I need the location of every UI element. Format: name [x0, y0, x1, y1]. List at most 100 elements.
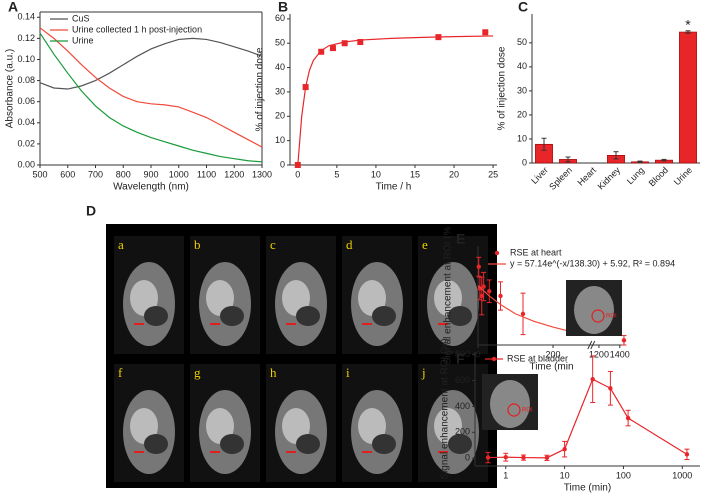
y-tick-label: 0 — [280, 159, 285, 169]
annotation: * — [685, 17, 691, 33]
x-tick-label: 500 — [32, 169, 47, 179]
mri-organ — [220, 434, 244, 454]
legend-label: RSE at heart — [510, 247, 562, 257]
x-axis-label: Time (min — [529, 362, 573, 373]
legend-swatch — [494, 250, 500, 256]
legend-label: RSE at bladder — [507, 353, 568, 363]
x-tick-label: 1000 — [672, 470, 692, 480]
point — [544, 455, 550, 461]
y-axis-label: Signal enhancement at ROI (% — [443, 226, 454, 364]
y-tick-label: 30 — [517, 85, 527, 95]
panel-letter: E — [456, 231, 465, 247]
x-tick-label: 700 — [88, 169, 103, 179]
y-tick-label: 0.10 — [17, 54, 35, 64]
frame-label: h — [270, 365, 277, 380]
point — [521, 455, 526, 460]
y-axis-label: Absorbance (a.u.) — [5, 49, 16, 129]
frame-label: j — [421, 365, 426, 380]
y-tick-label: 40 — [517, 61, 527, 71]
point — [684, 452, 690, 457]
x-tick-label: 1300 — [252, 169, 272, 179]
inset-body — [490, 380, 530, 428]
panel-letter: D — [86, 203, 96, 219]
frame-label: b — [194, 237, 201, 252]
y-tick-label: 10 — [517, 133, 527, 143]
y-tick-label: 0 — [522, 157, 527, 167]
x-tick-label: 1200 — [224, 169, 244, 179]
roi-label: ROI — [606, 314, 617, 320]
mri-organ — [296, 434, 320, 454]
frame-label: d — [346, 237, 353, 252]
x-tick-label: 800 — [116, 169, 131, 179]
point — [341, 40, 348, 47]
y-tick-label: 200 — [455, 427, 470, 437]
y-tick-label: 0.06 — [17, 96, 35, 106]
point — [608, 386, 613, 391]
x-tick-label: 1100 — [197, 169, 216, 179]
x-tick-label: 900 — [143, 169, 158, 179]
y-tick-label: 60 — [275, 13, 285, 23]
frame-label: i — [346, 365, 350, 380]
y-tick-label: 0.00 — [17, 159, 35, 169]
x-tick-label: 0 — [295, 169, 300, 179]
y-tick-label: 400 — [455, 401, 470, 411]
mri-organ — [144, 434, 168, 454]
mri-organ — [372, 306, 396, 326]
point — [357, 39, 364, 46]
x-tick-label: 600 — [60, 169, 75, 179]
x-tick-label: 0 — [475, 349, 480, 359]
x-tick-label: Kidney — [596, 165, 623, 192]
x-tick-label: 25 — [488, 169, 498, 179]
y-tick-label: 20 — [275, 111, 285, 121]
point — [481, 284, 486, 289]
y-tick-label: 0.08 — [17, 75, 35, 85]
point — [479, 293, 484, 299]
point — [625, 415, 631, 421]
y-tick-label: 0.04 — [17, 117, 35, 127]
x-tick-label: 1 — [503, 470, 508, 480]
point — [476, 264, 481, 269]
x-tick-label: 15 — [410, 169, 420, 179]
roi-circle — [507, 403, 521, 417]
mri-organ — [448, 306, 472, 326]
y-tick-label: 40 — [275, 62, 285, 72]
y-tick-label: 50 — [517, 37, 527, 47]
point — [485, 455, 491, 460]
point — [329, 45, 336, 52]
panel-letter: F — [456, 351, 465, 367]
mri-organ — [372, 434, 396, 454]
point — [318, 48, 325, 55]
y-tick-label: 20 — [517, 109, 527, 119]
x-tick-label: 1400 — [610, 349, 630, 359]
x-tick-label: Urine — [672, 165, 694, 187]
mri-organ — [220, 306, 244, 326]
x-tick-label: 200 — [546, 349, 561, 359]
y-axis-label: % of injection dose — [255, 47, 266, 131]
point — [487, 289, 492, 294]
frame-label: c — [270, 237, 276, 252]
series-line — [39, 32, 263, 163]
x-axis-label: Time / h — [376, 182, 412, 193]
y-tick-label: 30 — [275, 86, 285, 96]
y-tick-label: 0.12 — [17, 33, 35, 43]
y-tick-label: 0.14 — [17, 12, 35, 22]
point — [590, 377, 595, 382]
legend-label: Urine collected 1 h post-injection — [72, 24, 202, 34]
y-tick-label: 0 — [465, 453, 470, 463]
point — [562, 446, 567, 452]
x-tick-label: 10 — [371, 169, 381, 179]
inset-body — [574, 286, 614, 334]
x-tick-label: 10 — [560, 470, 570, 480]
x-tick-label: Lung — [625, 165, 646, 186]
bar — [679, 31, 697, 164]
frame-label: e — [422, 237, 428, 252]
y-tick-label: 50 — [275, 38, 285, 48]
x-tick-label: 20 — [449, 169, 459, 179]
panel-letter: B — [278, 0, 288, 15]
series-line — [39, 27, 263, 148]
y-axis-label: % of injection dose — [497, 46, 508, 130]
point — [520, 311, 526, 317]
x-axis-label: Wavelength (nm) — [113, 182, 189, 193]
legend-label: CuS — [72, 13, 90, 23]
